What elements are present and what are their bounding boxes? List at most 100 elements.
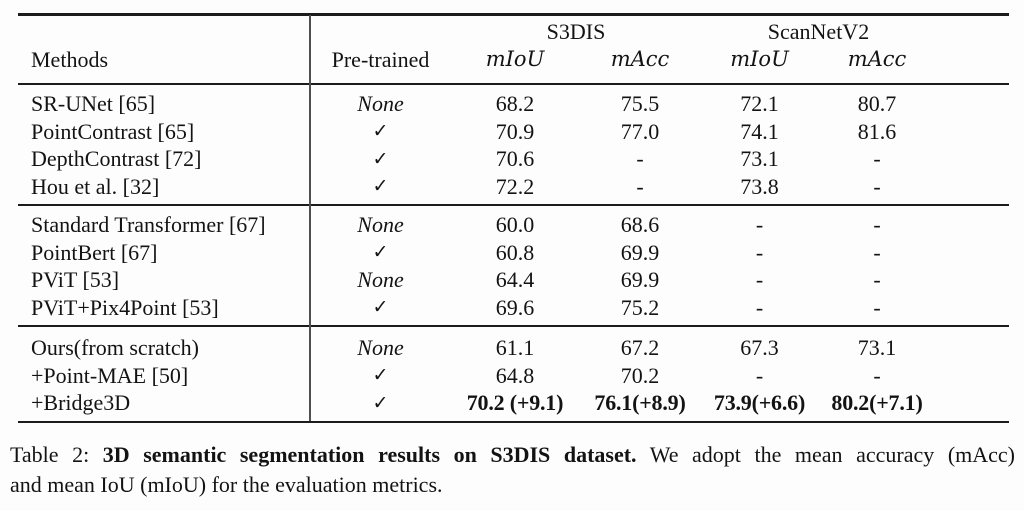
metric-value: 74.1 — [740, 118, 779, 144]
pretrained-checkmark: ✓ — [372, 365, 389, 387]
method-name: PointContrast [65] — [31, 118, 195, 144]
method-name: Ours(from scratch) — [31, 335, 199, 361]
metric-value: 75.5 — [620, 91, 660, 117]
caption-line-2: and mean IoU (mIoU) for the evaluation m… — [10, 472, 443, 497]
metric-value: 70.2 (+9.1) — [466, 390, 564, 416]
method-name: DepthContrast [72] — [31, 146, 202, 172]
table-caption: Table 2: 3D semantic segmentation result… — [10, 440, 1015, 500]
metric-value: 72.1 — [740, 91, 779, 117]
caption-prefix: Table 2: — [10, 442, 103, 467]
method-name: SR-UNet [65] — [31, 91, 156, 117]
table-row: DepthContrast [72] ✓ 70.6 - 73.1 - — [18, 146, 1009, 174]
metric-value: 75.2 — [620, 294, 660, 320]
methods-column-header: Methods — [31, 46, 108, 72]
metric-value: - — [873, 239, 881, 265]
pretrained-none-value: None — [357, 212, 404, 238]
caption-line-1: Table 2: 3D semantic segmentation result… — [10, 440, 1015, 470]
metric-value: 80.7 — [857, 91, 897, 117]
metric-value: - — [873, 267, 881, 293]
metric-value: 73.1 — [857, 335, 897, 361]
metric-value: - — [873, 146, 881, 172]
metric-value: - — [873, 173, 881, 199]
pretrained-none-value: None — [357, 267, 404, 293]
metric-value: - — [755, 362, 764, 388]
group-separator-rule-1 — [18, 204, 1009, 206]
table-row: PViT+Pix4Point [53] ✓ 69.6 75.2 - - — [18, 294, 1009, 322]
metric-value: - — [873, 294, 881, 320]
metric-value: 69.9 — [620, 239, 660, 265]
metric-value: - — [755, 294, 764, 320]
metric-value: 70.9 — [495, 118, 535, 144]
metric-value: 64.4 — [495, 267, 535, 293]
table-row: PViT [53] None 64.4 69.9 - - — [18, 267, 1009, 295]
method-name: PViT [53] — [31, 267, 120, 293]
table-row: PointBert [67] ✓ 60.8 69.9 - - — [18, 239, 1009, 267]
table-row: PointContrast [65] ✓ 70.9 77.0 74.1 81.6 — [18, 118, 1009, 146]
pretrained-checkmark: ✓ — [372, 121, 389, 143]
table-bottom-rule — [18, 420, 1009, 424]
pretrained-none-value: None — [357, 91, 404, 117]
method-name: PointBert [67] — [31, 239, 158, 265]
row-group-transformers: Standard Transformer [67] None 60.0 68.6- - P… — [18, 206, 1009, 326]
macc-column-header-scannetv2: mAcc — [847, 47, 907, 71]
metric-value: - — [755, 267, 764, 293]
group-separator-rule-2 — [18, 325, 1009, 327]
metric-value: 67.3 — [740, 335, 779, 361]
caption-bold-title: 3D semantic segmentation results on S3DI… — [102, 442, 637, 467]
method-name: Standard Transformer [67] — [31, 212, 266, 238]
metric-value: - — [755, 212, 764, 238]
macc-column-header-s3dis: mAcc — [610, 47, 670, 71]
metric-value: 80.2(+7.1) — [831, 390, 923, 416]
row-group-ours: Ours(from scratch) None 61.1 67.2 67.3 73.1 +P… — [18, 327, 1009, 421]
metric-value: 61.1 — [495, 335, 535, 361]
metric-value: 81.6 — [857, 118, 897, 144]
metric-value: 77.0 — [620, 118, 660, 144]
metric-value: - — [873, 362, 881, 388]
dataset-header-row: S3DIS ScanNetV2 — [18, 16, 1009, 48]
metric-value: 68.6 — [620, 212, 660, 238]
dataset-header-scannetv2: ScanNetV2 — [767, 18, 870, 44]
results-table: S3DIS ScanNetV2 Methods Pre-trained mIoU… — [18, 13, 1009, 424]
metric-value: 60.8 — [495, 239, 535, 265]
metric-value: 73.9(+6.6) — [713, 390, 806, 416]
header-separator-rule — [18, 82, 1009, 85]
miou-column-header-s3dis: mIoU — [485, 47, 545, 71]
metric-value: 76.1(+8.9) — [594, 390, 686, 416]
metric-value: 72.2 — [495, 173, 535, 199]
metric-value: 70.6 — [495, 146, 535, 172]
metric-value: 64.8 — [495, 362, 535, 388]
table-row: +Bridge3D ✓ 70.2 (+9.1) 76.1(+8.9) 73.9(+6.6… — [18, 390, 1009, 418]
table-row: Ours(from scratch) None 61.1 67.2 67.3 73.1 — [18, 335, 1009, 363]
pretrained-none-value: None — [357, 335, 404, 361]
table-row: Hou et al. [32] ✓ 72.2 - 73.8 - — [18, 173, 1009, 201]
dataset-header-s3dis: S3DIS — [546, 18, 606, 44]
method-name: +Bridge3D — [31, 390, 131, 416]
method-name: PViT+Pix4Point [53] — [31, 294, 219, 320]
metric-value: 69.9 — [620, 267, 660, 293]
pretrained-column-header: Pre-trained — [331, 46, 430, 72]
metric-value: 60.0 — [495, 212, 535, 238]
pretrained-checkmark: ✓ — [372, 392, 389, 414]
column-header-row: Methods Pre-trained mIoU mAcc mIoU mAcc — [18, 48, 1009, 72]
caption-rest: We adopt the mean accuracy (mAcc) — [636, 442, 1016, 467]
pretrained-checkmark: ✓ — [372, 242, 389, 264]
table-row: Standard Transformer [67] None 60.0 68.6 - - — [18, 212, 1009, 240]
metric-value: - — [755, 239, 764, 265]
row-group-baselines: SR-UNet [65] None 68.2 75.5 72.1 80.7 PointCon… — [18, 85, 1009, 205]
method-name: Hou et al. [32] — [31, 173, 160, 199]
metric-value: 73.8 — [740, 173, 779, 199]
metric-value: 67.2 — [620, 335, 660, 361]
metric-value: 73.1 — [740, 146, 779, 172]
metric-value: - — [636, 146, 644, 172]
metric-value: - — [873, 212, 881, 238]
miou-column-header-scannetv2: mIoU — [730, 47, 789, 71]
table-row: +Point-MAE [50] ✓ 64.8 70.2 - - — [18, 362, 1009, 390]
table-top-rule — [18, 13, 1009, 16]
metric-value: - — [636, 173, 644, 199]
column-divider — [309, 15, 311, 422]
metric-value: 69.6 — [495, 294, 535, 320]
pretrained-checkmark: ✓ — [372, 176, 389, 198]
metric-value: 68.2 — [495, 91, 535, 117]
metric-value: 70.2 — [620, 362, 660, 388]
